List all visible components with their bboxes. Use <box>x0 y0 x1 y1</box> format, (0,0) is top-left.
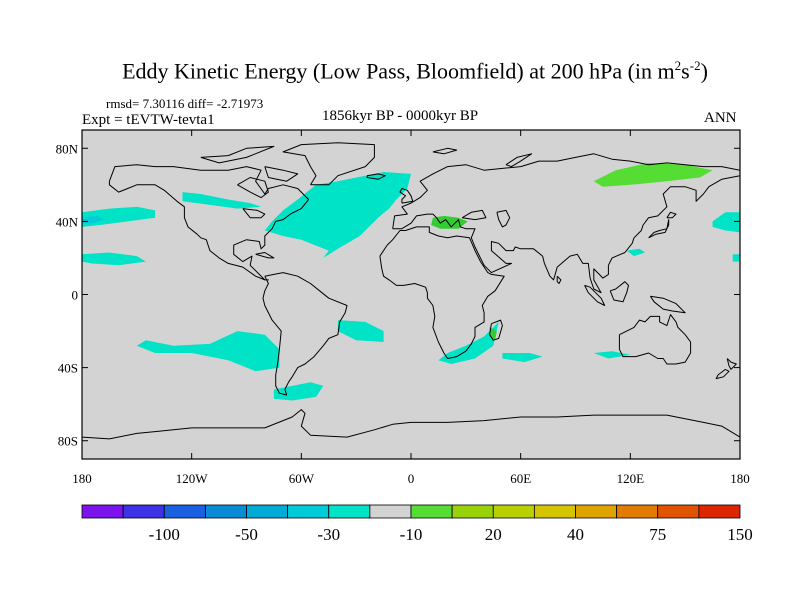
map-background <box>82 130 740 459</box>
coastline-north-america <box>108 164 310 281</box>
title-sup-2: -2 <box>689 58 701 73</box>
y-tick-label: 80N <box>56 141 79 156</box>
x-tick-label: 60E <box>510 471 531 486</box>
colorbar-box <box>616 504 659 519</box>
colorbar-label: 20 <box>485 525 502 544</box>
region-south-atlantic <box>337 320 384 342</box>
colorbar-label: 75 <box>649 525 666 544</box>
colorbar-box <box>369 504 412 519</box>
colorbar-label: 40 <box>567 525 584 544</box>
region-subtropical-pacific <box>82 252 146 266</box>
coastline-novaya <box>505 153 533 168</box>
colorbar-label: -50 <box>235 525 258 544</box>
coastline-iceland <box>366 173 386 180</box>
colorbar-box <box>204 504 247 519</box>
x-tick-label: 180 <box>72 471 92 486</box>
region-south-america-tip <box>273 382 324 401</box>
colorbar-label: -30 <box>317 525 340 544</box>
title-mid: s <box>681 58 690 84</box>
colorbar-box <box>698 504 741 519</box>
region-southern-africa <box>438 321 499 364</box>
region-south-indian <box>502 353 543 363</box>
coastline-japan <box>648 219 670 239</box>
x-tick-label: 180 <box>730 471 750 486</box>
region-siberia <box>593 162 713 187</box>
coastline-greenland <box>282 142 375 186</box>
experiment-label: Expt = tEVTW-tevta1 <box>82 112 215 128</box>
coastline-hudson <box>237 177 269 199</box>
colorbar-box <box>81 504 124 519</box>
coastline-caspian <box>496 209 511 228</box>
coastline-black-sea <box>461 209 487 221</box>
coastline-new-zealand-s <box>715 368 730 380</box>
region-nw-pacific-2 <box>732 254 740 262</box>
coastline-antarctica <box>82 409 740 440</box>
title-sup-1: 2 <box>674 58 682 73</box>
colorbar-box <box>410 504 453 519</box>
coastline-cuba <box>255 252 275 259</box>
colorbar-box <box>575 504 618 519</box>
colorbar-label: 150 <box>727 525 753 544</box>
colorbar-label: -10 <box>400 525 423 544</box>
region-canada-strip <box>182 192 262 209</box>
anomaly-regions <box>82 162 740 401</box>
coastlines <box>82 142 740 440</box>
region-japan-patch <box>626 248 645 257</box>
colorbar-label: -100 <box>149 525 180 544</box>
colorbar-box <box>122 504 165 519</box>
plot-title: Eddy Kinetic Energy (Low Pass, Bloomfiel… <box>0 58 800 84</box>
colorbar: -100 -50 -30 -10 20 40 75 150 <box>81 504 753 544</box>
region-nw-pacific <box>712 212 740 233</box>
coastline-africa <box>379 226 505 359</box>
coastline-great-lakes <box>242 208 266 219</box>
coastline-south-america <box>262 272 348 396</box>
coastline-uk <box>399 188 414 204</box>
region-north-atlantic <box>264 172 411 258</box>
coastline-sumatra <box>584 284 606 306</box>
region-south-pacific <box>136 331 280 372</box>
x-tick-label: 0 <box>408 471 415 486</box>
season-label: ANN <box>704 110 737 126</box>
coastline-svalbard <box>432 147 458 155</box>
coastline-madagascar <box>489 319 503 341</box>
period-label: 1856kyr BP - 0000kyr BP <box>322 108 479 124</box>
y-tick-label: 0 <box>72 288 79 303</box>
coastline-arctic-islands <box>200 145 275 164</box>
coastline-new-zealand-n <box>726 358 737 370</box>
x-tick-label: 60W <box>289 471 315 486</box>
axis-ticks: 80N 40N 0 40S 80S 180 120W 60W 0 60E 120E 180 <box>56 130 750 486</box>
colorbar-box <box>657 504 700 519</box>
colorbar-box <box>451 504 494 519</box>
region-mediterranean <box>431 215 468 229</box>
y-tick-label: 40S <box>58 361 78 376</box>
colorbar-box <box>246 504 289 519</box>
coastline-eurasia <box>392 153 740 294</box>
colorbar-box <box>163 504 206 519</box>
coastline-new-guinea <box>649 295 686 314</box>
title-text: Eddy Kinetic Energy (Low Pass, Bloomfiel… <box>122 58 675 84</box>
coastline-australia <box>618 314 692 365</box>
coastline-baffin <box>264 166 299 182</box>
x-tick-label: 120W <box>176 471 209 486</box>
colorbar-box <box>287 504 330 519</box>
y-tick-label: 40N <box>56 214 79 229</box>
coastline-borneo <box>609 281 629 303</box>
stats-label: rmsd= 7.30116 diff= -2.71973 <box>106 96 264 111</box>
title-close: ) <box>700 58 708 84</box>
coastline-hokkaido <box>666 211 677 219</box>
x-tick-label: 120E <box>617 471 645 486</box>
colorbar-box <box>533 504 576 519</box>
y-tick-label: 80S <box>58 434 78 449</box>
colorbar-box <box>328 504 371 519</box>
coastline-sri-lanka <box>556 275 562 284</box>
region-north-pacific-east <box>82 206 156 227</box>
colorbar-box <box>492 504 535 519</box>
